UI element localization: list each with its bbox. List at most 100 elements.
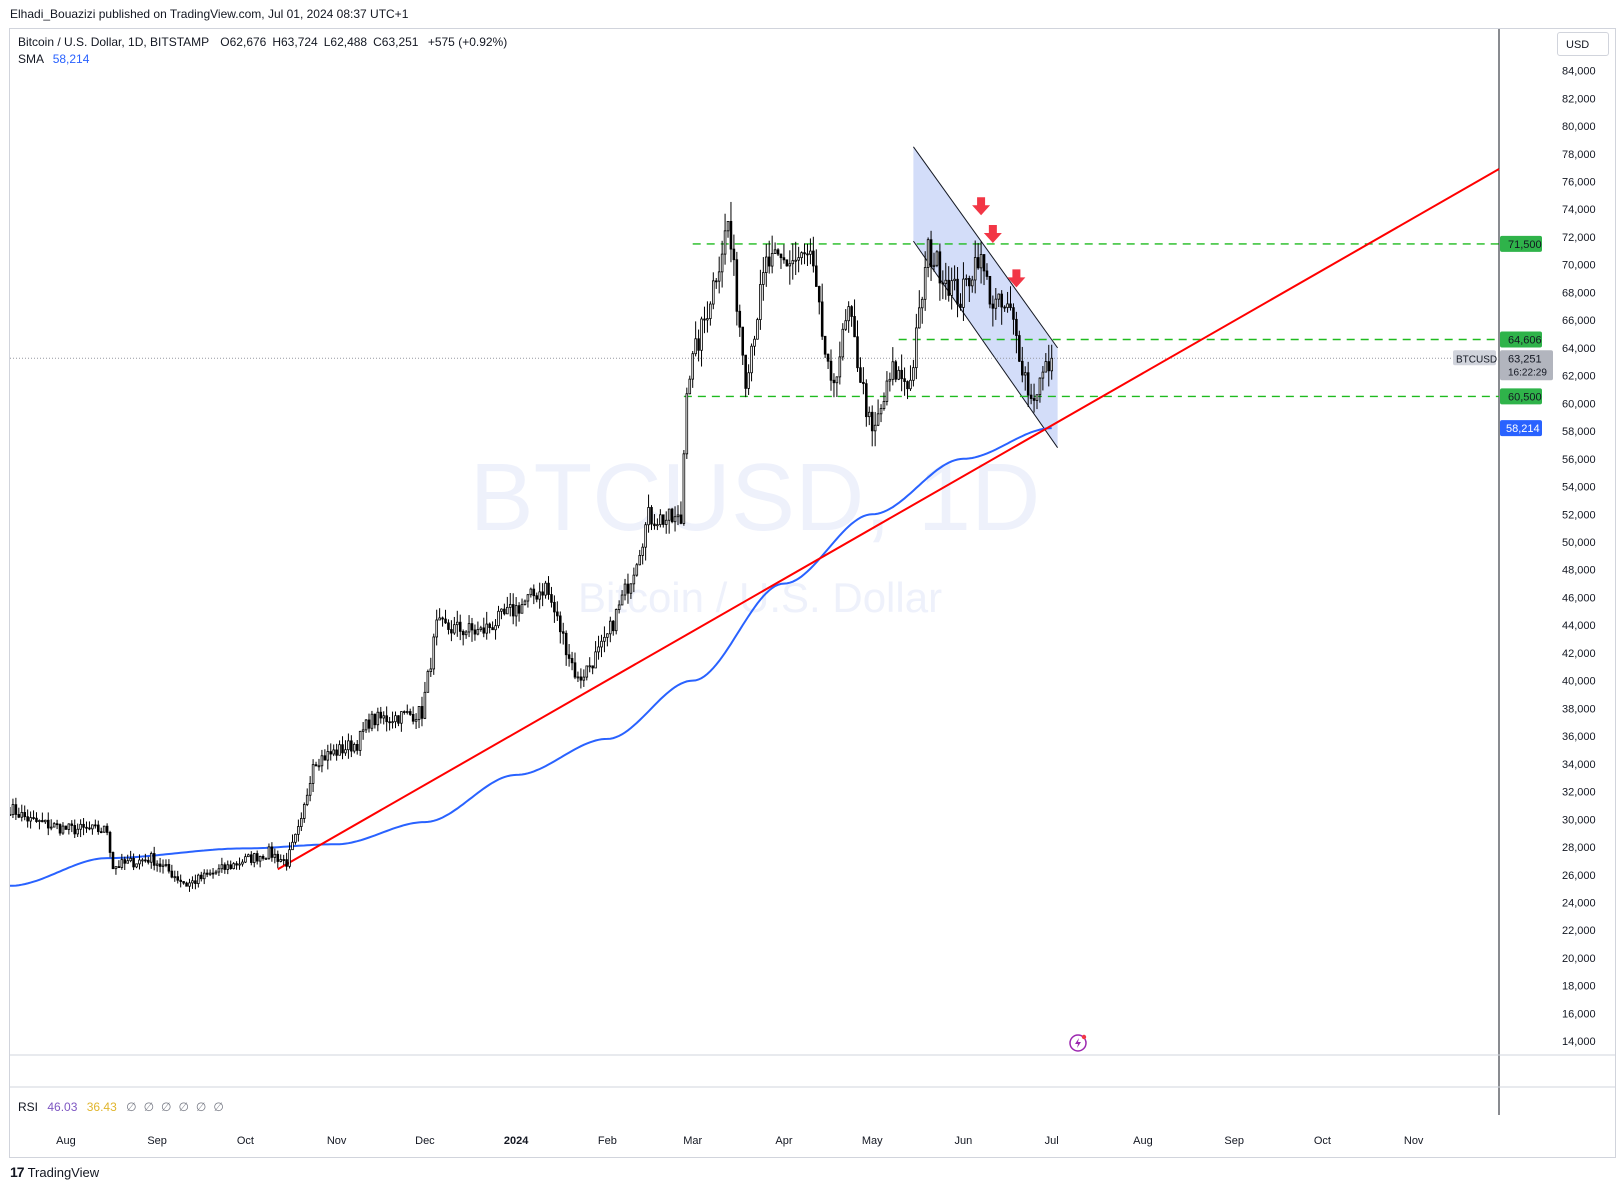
price-tick: 14,000 — [1562, 1036, 1596, 1048]
candle — [102, 825, 106, 833]
candle-body — [258, 856, 262, 862]
sma-label[interactable]: SMA — [18, 52, 44, 66]
candle — [897, 366, 900, 381]
candle — [179, 874, 182, 888]
candle-body — [785, 259, 789, 267]
candle — [44, 819, 47, 824]
candle — [938, 243, 942, 301]
candle-body — [541, 591, 544, 596]
candle-body — [223, 864, 227, 870]
candle — [650, 505, 653, 531]
candle — [785, 259, 789, 267]
rsi-label[interactable]: RSI — [18, 1100, 39, 1114]
candle-body — [756, 319, 759, 340]
candle-body — [261, 856, 265, 859]
level-price-text: 64,606 — [1508, 334, 1542, 346]
candle — [35, 812, 38, 823]
currency-button[interactable]: USD — [1557, 32, 1609, 56]
candle — [520, 598, 524, 614]
candle-body — [29, 817, 32, 822]
candle — [632, 567, 636, 593]
candle — [123, 856, 127, 870]
candle-body — [1026, 372, 1030, 396]
symbol-title[interactable]: Bitcoin / U.S. Dollar, 1D, BITSTAMP — [18, 35, 209, 49]
candle — [753, 335, 756, 356]
time-axis[interactable]: Aug Sep Oct Nov Dec 2024 Feb Mar Apr May Jun Jul Aug… — [56, 1135, 1424, 1147]
candle — [767, 240, 771, 274]
candle-body — [679, 514, 683, 524]
candle-body — [308, 782, 312, 796]
candle-body — [376, 711, 380, 726]
candle — [335, 743, 338, 761]
price-tick: 84,000 — [1562, 66, 1596, 78]
tradingview-logo[interactable]: 17 TradingView — [10, 1164, 99, 1180]
candle-body — [338, 744, 341, 756]
candle — [544, 580, 547, 599]
event-icon — [1069, 1034, 1087, 1052]
symbol-row: Bitcoin / U.S. Dollar, 1D, BITSTAMP O62,… — [18, 34, 507, 51]
candle-body — [644, 524, 647, 548]
candle — [694, 321, 697, 357]
candle-body — [88, 827, 91, 830]
candle — [14, 797, 18, 820]
candle — [247, 853, 250, 858]
candle — [806, 243, 809, 266]
price-tick: 72,000 — [1562, 232, 1596, 244]
candle — [252, 852, 256, 868]
candle-body — [405, 711, 409, 713]
channel-fill — [913, 146, 1058, 448]
candle-body — [965, 278, 968, 280]
candle-body — [444, 618, 447, 624]
candle — [906, 380, 909, 400]
candle — [82, 818, 85, 836]
candle — [876, 399, 880, 427]
candle-body — [653, 523, 656, 527]
candle — [435, 609, 438, 646]
candle-body — [161, 864, 165, 867]
candle-body — [664, 519, 668, 525]
candle-body — [473, 629, 477, 635]
candle-body — [470, 623, 474, 631]
candle — [314, 761, 318, 767]
candle — [985, 263, 989, 280]
candle-body — [49, 826, 53, 829]
candle-body — [915, 327, 918, 369]
candle-body — [685, 393, 689, 455]
candle — [744, 354, 747, 398]
price-tick: 32,000 — [1562, 787, 1596, 799]
candle-body — [611, 620, 615, 632]
price-axis[interactable]: 84,000 82,000 80,000 78,000 76,000 74,000 72,0… — [1562, 66, 1596, 1049]
price-tick: 42,000 — [1562, 648, 1596, 660]
candle — [20, 804, 24, 822]
candle-body — [235, 863, 238, 866]
candle — [347, 733, 350, 759]
candle-body — [123, 859, 127, 864]
candle-body — [158, 863, 162, 867]
candle-body — [267, 846, 271, 859]
candle — [270, 842, 274, 862]
candle-body — [979, 254, 983, 269]
candle-body — [1029, 394, 1033, 399]
candle — [138, 854, 141, 870]
candle — [279, 854, 283, 863]
candle-body — [194, 880, 197, 884]
time-tick: Nov — [327, 1135, 347, 1147]
candle — [397, 715, 400, 727]
candle — [367, 713, 371, 733]
candle-body — [503, 608, 506, 615]
plot-area[interactable] — [9, 146, 1500, 1052]
candle — [541, 583, 544, 607]
candle-body — [614, 609, 618, 632]
candle-body — [244, 856, 247, 863]
candle-body — [947, 279, 951, 296]
candle-body — [903, 378, 906, 382]
candle — [700, 316, 703, 367]
price-tick: 22,000 — [1562, 925, 1596, 937]
candle — [1026, 361, 1030, 408]
candle-body — [838, 356, 842, 378]
sma-line — [10, 427, 1052, 887]
candle-body — [667, 508, 671, 521]
candle — [732, 234, 736, 276]
sma-price-tag — [1500, 420, 1542, 437]
